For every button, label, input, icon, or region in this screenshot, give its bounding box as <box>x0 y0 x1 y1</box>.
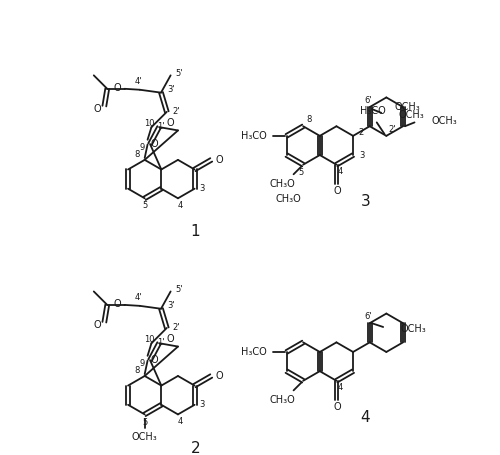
Text: 5': 5' <box>176 69 183 78</box>
Text: 5': 5' <box>176 285 183 294</box>
Text: 8: 8 <box>134 366 140 375</box>
Text: H₃CO: H₃CO <box>360 106 386 116</box>
Text: 5: 5 <box>142 202 148 211</box>
Text: H₃CO: H₃CO <box>241 347 267 357</box>
Text: OCH₃: OCH₃ <box>400 324 426 334</box>
Text: 2: 2 <box>190 440 200 455</box>
Text: O: O <box>166 334 174 344</box>
Text: 5: 5 <box>142 418 148 427</box>
Text: 2': 2' <box>388 125 396 134</box>
Text: 10: 10 <box>144 335 154 344</box>
Text: 4': 4' <box>134 293 141 302</box>
Text: OCH₃: OCH₃ <box>132 432 158 442</box>
Text: O: O <box>114 299 122 309</box>
Text: 1: 1 <box>190 224 200 239</box>
Text: 10: 10 <box>144 119 154 128</box>
Text: H₃CO: H₃CO <box>241 131 267 141</box>
Text: 2: 2 <box>358 127 364 136</box>
Text: O: O <box>114 83 122 93</box>
Text: CH₃O: CH₃O <box>269 179 295 189</box>
Text: CH₃O: CH₃O <box>276 194 301 204</box>
Text: 9: 9 <box>140 359 145 369</box>
Text: 4: 4 <box>178 417 182 425</box>
Text: 3: 3 <box>359 151 364 160</box>
Text: O: O <box>215 371 222 381</box>
Text: 5: 5 <box>298 168 304 177</box>
Text: O: O <box>215 155 222 165</box>
Text: O: O <box>334 402 341 412</box>
Text: 3: 3 <box>200 400 205 410</box>
Text: O: O <box>166 118 174 128</box>
Text: 9: 9 <box>140 143 145 152</box>
Text: OCH₃: OCH₃ <box>432 116 458 126</box>
Text: 4: 4 <box>338 383 343 392</box>
Text: 3': 3' <box>167 301 174 310</box>
Text: 3': 3' <box>167 85 174 94</box>
Text: 3: 3 <box>360 194 370 209</box>
Text: 6': 6' <box>364 312 372 321</box>
Text: 2': 2' <box>172 107 180 116</box>
Text: 8: 8 <box>306 115 312 124</box>
Text: O: O <box>94 104 102 114</box>
Text: 3: 3 <box>200 184 205 193</box>
Text: 1': 1' <box>158 338 165 347</box>
Text: 4: 4 <box>360 410 370 425</box>
Text: 4: 4 <box>338 167 343 176</box>
Text: CH₃O: CH₃O <box>269 395 295 405</box>
Text: O: O <box>150 138 158 148</box>
Text: 4: 4 <box>178 201 182 209</box>
Text: 4': 4' <box>134 76 141 86</box>
Text: 2': 2' <box>172 324 180 333</box>
Text: 1': 1' <box>158 122 165 131</box>
Text: 6': 6' <box>364 96 372 105</box>
Text: OCH₃: OCH₃ <box>394 102 420 112</box>
Text: O: O <box>94 320 102 330</box>
Text: O: O <box>150 354 158 364</box>
Text: O: O <box>334 186 341 196</box>
Text: OCH₃: OCH₃ <box>398 110 424 120</box>
Text: 8: 8 <box>134 150 140 159</box>
